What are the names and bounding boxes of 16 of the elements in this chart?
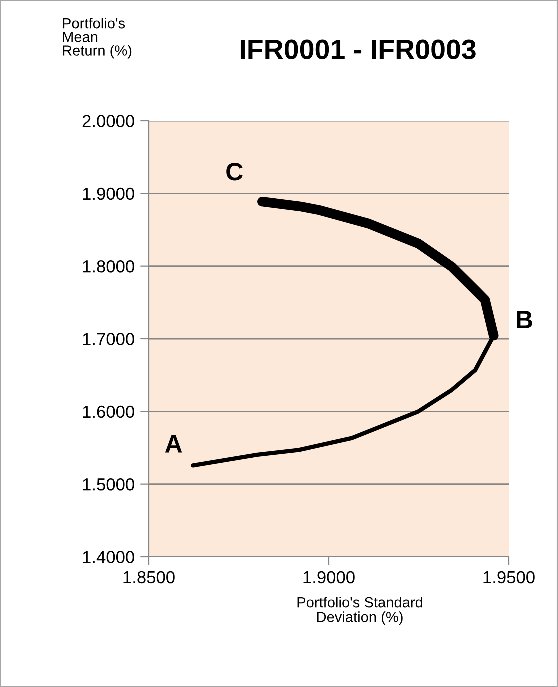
y-tick-label: 2.0000 bbox=[82, 115, 134, 128]
y-tick-label: 1.4000 bbox=[83, 551, 134, 564]
x-axis-title: Portfolio's Standard Deviation (%) bbox=[298, 597, 422, 626]
y-tick-label: 1.5000 bbox=[83, 478, 134, 491]
x-tick-label: 1.9500 bbox=[484, 571, 535, 584]
y-tick-label: 1.7000 bbox=[83, 333, 134, 346]
y-tick-label: 1.6000 bbox=[83, 406, 134, 418]
annotation: B bbox=[517, 311, 532, 328]
annotation: A bbox=[165, 436, 182, 453]
x-tick-label: 1.8500 bbox=[124, 571, 175, 584]
x-tick-label: 1.9000 bbox=[304, 571, 355, 584]
y-tick-label: 1.8000 bbox=[83, 260, 134, 273]
y-axis-title: Portfolio's Mean Return (%) bbox=[63, 18, 132, 59]
annotation: C bbox=[226, 163, 243, 181]
y-tick-label: 1.9000 bbox=[83, 188, 134, 200]
chart-title: IFR0001 - IFR0003 bbox=[240, 40, 476, 60]
